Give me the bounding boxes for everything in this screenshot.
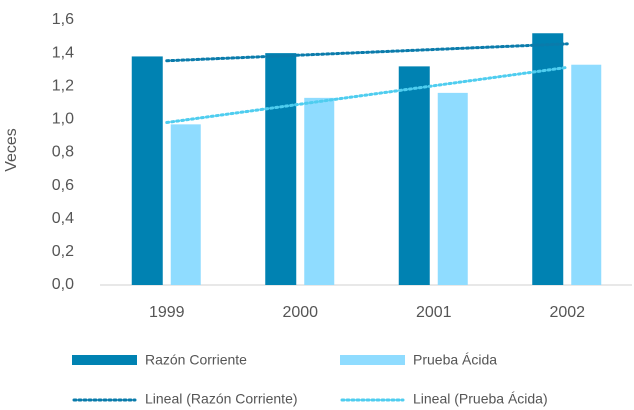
x-tick-label: 2001 [416, 304, 452, 321]
legend-swatch [72, 355, 137, 365]
bar [131, 56, 163, 285]
trendline [165, 65, 569, 125]
y-tick-label: 1,0 [52, 111, 74, 128]
y-tick-label: 1,2 [52, 77, 74, 94]
bar [304, 97, 335, 285]
legend-label: Lineal (Razón Corriente) [145, 391, 298, 407]
bar [398, 66, 430, 285]
y-tick-label: 1,6 [52, 11, 74, 28]
x-tick-label: 2002 [549, 304, 585, 321]
y-axis-label: Veces [3, 128, 20, 172]
legend-label: Razón Corriente [145, 352, 247, 368]
bar [170, 124, 201, 285]
bar [437, 92, 468, 285]
y-tick-label: 1,4 [52, 44, 74, 61]
y-tick-label: 0,2 [52, 243, 74, 260]
bar [265, 53, 297, 285]
y-tick-label: 0,0 [52, 276, 74, 293]
y-tick-label: 0,4 [52, 210, 74, 227]
legend-label: Prueba Ácida [413, 352, 497, 368]
bar [532, 33, 564, 285]
y-tick-label: 0,6 [52, 177, 74, 194]
bar [571, 64, 602, 285]
x-tick-label: 1999 [149, 304, 185, 321]
legend-swatch [340, 355, 405, 365]
trendline [165, 42, 569, 63]
x-tick-label: 2000 [282, 304, 318, 321]
y-tick-label: 0,8 [52, 144, 74, 161]
legend-label: Lineal (Prueba Ácida) [413, 391, 548, 407]
